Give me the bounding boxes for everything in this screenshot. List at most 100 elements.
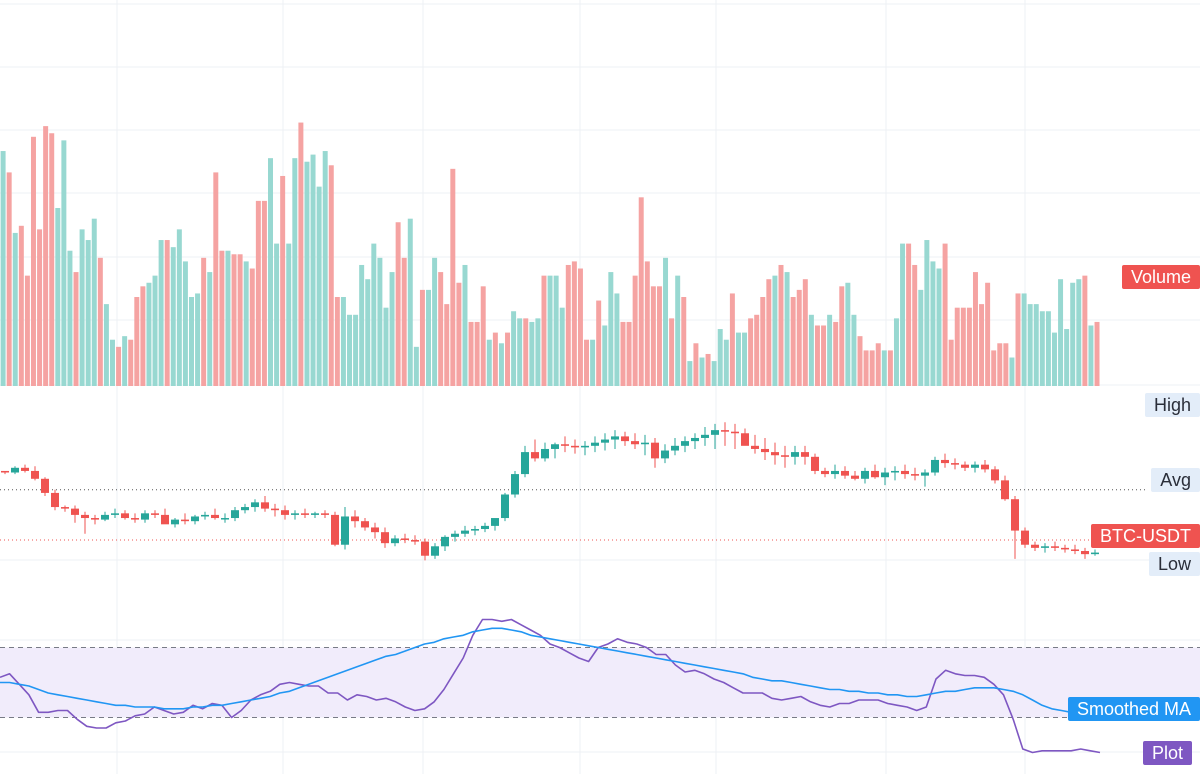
high-label: High bbox=[1144, 393, 1200, 417]
candle-body bbox=[171, 519, 179, 525]
volume-bar bbox=[711, 361, 717, 386]
volume-bar bbox=[213, 172, 219, 386]
candlestick bbox=[831, 464, 839, 479]
candle-body bbox=[691, 437, 699, 442]
volume-bar bbox=[979, 304, 985, 386]
candlestick bbox=[281, 505, 289, 520]
volume-bar bbox=[182, 261, 188, 386]
volume-bar bbox=[1033, 304, 1039, 386]
candle-body bbox=[671, 445, 679, 451]
candle-body bbox=[191, 516, 199, 522]
volume-bar bbox=[462, 264, 468, 386]
volume-bar bbox=[802, 279, 808, 386]
candlestick bbox=[341, 507, 349, 550]
candle-body bbox=[71, 508, 79, 515]
candlestick bbox=[581, 441, 589, 456]
candlestick bbox=[821, 467, 829, 478]
candlestick bbox=[251, 499, 259, 512]
volume-bar bbox=[128, 339, 134, 386]
candlestick bbox=[861, 467, 869, 484]
volume-bar bbox=[268, 158, 273, 386]
candle-body bbox=[851, 475, 859, 479]
volume-bar bbox=[644, 261, 650, 386]
volume-bar bbox=[614, 293, 620, 386]
candlestick bbox=[121, 510, 129, 520]
candle-body bbox=[1061, 547, 1069, 550]
volume-bar bbox=[310, 154, 316, 386]
smoothed-ma-line bbox=[0, 627, 1100, 715]
symbol-price-label: BTC-USDT bbox=[1091, 524, 1200, 548]
candle-body bbox=[121, 513, 129, 519]
volume-bar bbox=[790, 297, 796, 386]
candle-body bbox=[371, 527, 379, 533]
candle-body bbox=[501, 494, 509, 519]
candle-body bbox=[1031, 544, 1039, 548]
volume-bar bbox=[663, 257, 669, 386]
candle-body bbox=[301, 513, 309, 515]
candle-body bbox=[341, 516, 349, 545]
volume-bar bbox=[1076, 279, 1082, 386]
candlestick bbox=[361, 518, 369, 531]
candle-body bbox=[141, 513, 149, 520]
candlestick bbox=[641, 434, 649, 456]
volume-bar bbox=[322, 151, 328, 386]
candlestick bbox=[321, 510, 329, 519]
candle-body bbox=[1001, 480, 1009, 500]
volume-bar bbox=[164, 240, 170, 386]
volume-bar bbox=[638, 197, 644, 386]
volume-bar bbox=[280, 175, 286, 386]
candlestick bbox=[201, 511, 209, 520]
volume-bar bbox=[851, 314, 857, 386]
volume-bar bbox=[67, 250, 73, 386]
candlestick bbox=[941, 453, 949, 468]
candlestick bbox=[61, 505, 69, 512]
volume-bar bbox=[116, 346, 122, 386]
candlestick bbox=[1011, 496, 1019, 559]
candlestick bbox=[261, 496, 269, 512]
volume-bar bbox=[960, 307, 966, 386]
candlestick bbox=[801, 445, 809, 465]
volume-bar bbox=[966, 307, 972, 386]
candlestick bbox=[761, 437, 769, 460]
candlestick bbox=[841, 466, 849, 479]
plot-line bbox=[0, 618, 1101, 754]
candle-body bbox=[811, 456, 819, 471]
volume-bar bbox=[1039, 311, 1045, 386]
volume-bar bbox=[207, 272, 213, 386]
candle-body bbox=[921, 472, 929, 476]
candle-body bbox=[591, 442, 599, 446]
volume-bar bbox=[37, 229, 43, 386]
volume-bar bbox=[371, 243, 377, 386]
candle-body bbox=[281, 510, 289, 515]
volume-bar bbox=[505, 332, 511, 386]
candlestick bbox=[91, 514, 99, 525]
volume-bar bbox=[85, 240, 91, 386]
candlestick bbox=[501, 492, 509, 522]
volume-bar bbox=[365, 279, 371, 386]
volume-bar bbox=[772, 275, 778, 386]
volume-bar bbox=[1051, 332, 1057, 386]
candle-body bbox=[131, 518, 139, 520]
candlestick bbox=[541, 442, 549, 462]
candlestick bbox=[271, 503, 279, 517]
candle-body bbox=[971, 464, 979, 468]
candlestick bbox=[921, 469, 929, 487]
volume-bar bbox=[857, 336, 863, 386]
low-label: Low bbox=[1148, 552, 1200, 576]
candle-body bbox=[1, 470, 9, 473]
candle-body bbox=[1011, 499, 1019, 531]
volume-bar bbox=[286, 243, 292, 386]
candle-body bbox=[451, 533, 459, 537]
candlestick bbox=[811, 453, 819, 475]
volume-bar bbox=[1070, 282, 1076, 386]
candle-body bbox=[901, 470, 909, 475]
candlestick bbox=[1061, 544, 1069, 553]
volume-bar bbox=[201, 257, 207, 386]
oscillator-band bbox=[0, 647, 1200, 718]
volume-bar bbox=[110, 339, 115, 386]
volume-bar bbox=[407, 218, 413, 386]
candlestick bbox=[1021, 527, 1029, 548]
candle-body bbox=[561, 444, 569, 446]
candle-body bbox=[761, 448, 769, 453]
volume-bar bbox=[152, 275, 158, 386]
